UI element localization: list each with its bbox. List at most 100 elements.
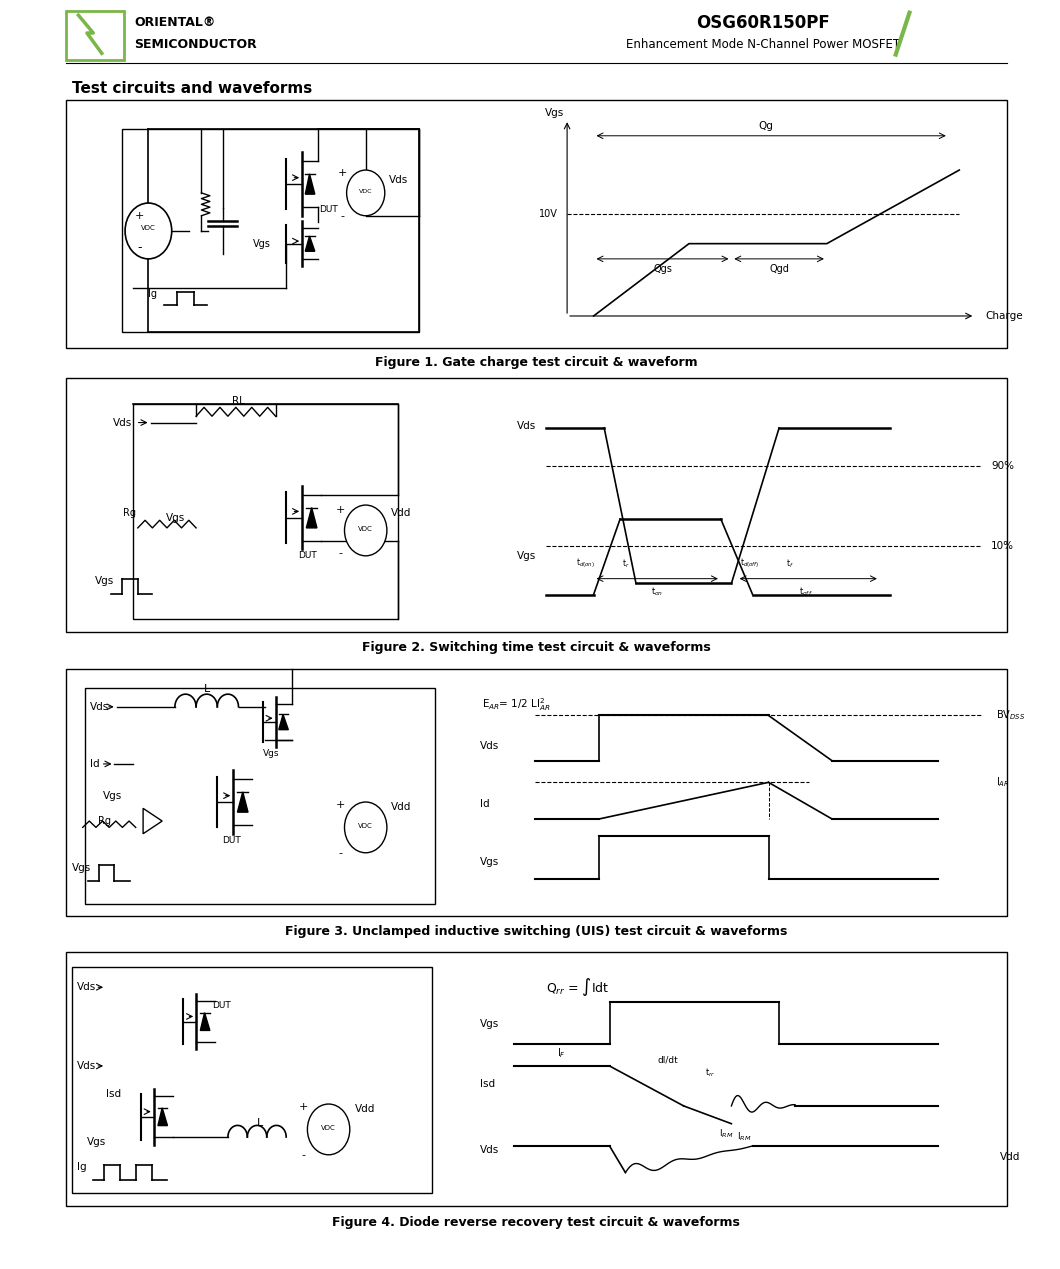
Text: Vgs: Vgs	[166, 513, 185, 523]
Text: dI/dt: dI/dt	[657, 1055, 678, 1065]
Text: ORIENTAL®: ORIENTAL®	[135, 16, 216, 29]
Text: DUT: DUT	[212, 1000, 231, 1010]
Circle shape	[344, 505, 387, 556]
Text: DUT: DUT	[319, 204, 338, 214]
Text: SEMICONDUCTOR: SEMICONDUCTOR	[135, 38, 258, 51]
Text: I$_{RM}$: I$_{RM}$	[719, 1128, 734, 1140]
Text: VDC: VDC	[321, 1126, 336, 1131]
Bar	[72, 967, 432, 1193]
Text: Enhancement Mode N-Channel Power MOSFET: Enhancement Mode N-Channel Power MOSFET	[626, 38, 900, 51]
Text: Id: Id	[480, 799, 490, 808]
Circle shape	[307, 1104, 350, 1155]
Bar	[85, 688, 435, 904]
Text: +: +	[338, 168, 347, 178]
Text: 10%: 10%	[991, 541, 1014, 551]
Text: VDC: VDC	[358, 824, 373, 829]
Text: Vgs: Vgs	[95, 576, 114, 586]
Text: 90%: 90%	[991, 461, 1014, 471]
Polygon shape	[237, 792, 248, 812]
Text: L: L	[204, 684, 210, 694]
Text: RL: RL	[232, 396, 245, 406]
Text: DUT: DUT	[222, 835, 241, 845]
Text: Vgs: Vgs	[517, 551, 536, 561]
Text: Vdd: Vdd	[391, 802, 411, 812]
Text: VDC: VDC	[359, 189, 372, 194]
Text: Vds: Vds	[480, 741, 499, 751]
Text: Vgs: Vgs	[480, 1019, 499, 1029]
Text: Vds: Vds	[77, 1061, 96, 1071]
Bar	[122, 129, 419, 332]
Text: Ig: Ig	[77, 1162, 87, 1173]
Text: OSG60R150PF: OSG60R150PF	[696, 14, 830, 32]
Text: Vds: Vds	[389, 175, 408, 185]
Text: Isd: Isd	[480, 1079, 495, 1089]
Text: -: -	[340, 211, 344, 221]
Text: t$_{d(on)}$: t$_{d(on)}$	[577, 557, 595, 570]
Polygon shape	[158, 1108, 167, 1126]
Text: Vdd: Vdd	[355, 1104, 375, 1114]
Polygon shape	[305, 236, 315, 251]
Text: Vds: Vds	[113, 418, 132, 428]
Text: +: +	[299, 1101, 307, 1112]
Text: 10V: 10V	[538, 209, 558, 220]
Text: Vgs: Vgs	[87, 1137, 106, 1147]
Text: t$_{on}$: t$_{on}$	[651, 585, 664, 598]
Bar	[66, 100, 1007, 348]
Text: Id: Id	[90, 759, 100, 769]
Circle shape	[344, 802, 387, 853]
Text: t$_r$: t$_r$	[621, 557, 630, 570]
Text: DUT: DUT	[298, 551, 317, 561]
Text: t$_{off}$: t$_{off}$	[798, 585, 813, 598]
Circle shape	[347, 170, 385, 216]
Text: BV$_{DSS}$: BV$_{DSS}$	[996, 708, 1025, 722]
Bar	[66, 11, 124, 60]
Text: -: -	[338, 848, 342, 858]
Text: Isd: Isd	[106, 1089, 121, 1099]
Bar	[66, 952, 1007, 1206]
Text: -: -	[301, 1150, 305, 1160]
Bar	[66, 378, 1007, 632]
Text: +: +	[336, 799, 344, 810]
Text: Vgs: Vgs	[545, 108, 564, 118]
Text: Figure 3. Unclamped inductive switching (UIS) test circuit & waveforms: Figure 3. Unclamped inductive switching …	[285, 925, 788, 938]
Text: Qg: Qg	[758, 121, 774, 131]
Bar	[132, 404, 398, 619]
Text: Vgs: Vgs	[263, 749, 280, 759]
Circle shape	[125, 203, 172, 259]
Text: Figure 1. Gate charge test circuit & waveform: Figure 1. Gate charge test circuit & wav…	[375, 357, 697, 369]
Text: -: -	[338, 548, 342, 558]
Text: t$_f$: t$_f$	[785, 557, 794, 570]
Text: Vdd: Vdd	[1000, 1152, 1020, 1162]
Text: I$_{RM}$: I$_{RM}$	[737, 1131, 752, 1142]
Text: Vdd: Vdd	[391, 508, 411, 518]
Text: I$_F$: I$_F$	[558, 1047, 566, 1060]
Text: Qgd: Qgd	[770, 264, 789, 274]
Text: Charge: Charge	[986, 311, 1023, 321]
Text: E$_{AR}$= 1/2 LI$^2_{AR}$: E$_{AR}$= 1/2 LI$^2_{AR}$	[482, 695, 551, 713]
Text: Vds: Vds	[90, 702, 109, 712]
Text: Vgs: Vgs	[103, 791, 122, 801]
Text: Rg: Rg	[123, 508, 136, 518]
Text: Ig: Ig	[148, 289, 157, 299]
Text: Vds: Vds	[517, 421, 536, 431]
Polygon shape	[306, 508, 317, 528]
Text: +: +	[136, 211, 144, 221]
Text: Figure 4. Diode reverse recovery test circuit & waveforms: Figure 4. Diode reverse recovery test ci…	[333, 1216, 740, 1228]
Text: t$_{d(off)}$: t$_{d(off)}$	[740, 557, 760, 570]
Bar	[66, 669, 1007, 916]
Text: Rg: Rg	[99, 816, 111, 826]
Text: Q$_{rr}$ = $\int$Idt: Q$_{rr}$ = $\int$Idt	[546, 976, 609, 999]
Text: Test circuits and waveforms: Test circuits and waveforms	[72, 81, 313, 96]
Text: Vds: Vds	[77, 982, 96, 992]
Text: t$_{rr}$: t$_{rr}$	[705, 1066, 716, 1079]
Text: Vgs: Vgs	[252, 239, 270, 249]
Text: VDC: VDC	[141, 226, 156, 231]
Text: I$_{AR}$: I$_{AR}$	[996, 775, 1010, 789]
Text: Vgs: Vgs	[72, 863, 91, 873]
Text: Vgs: Vgs	[480, 857, 499, 867]
Text: VDC: VDC	[358, 527, 373, 532]
Polygon shape	[279, 714, 288, 730]
Text: +: +	[336, 505, 344, 515]
Text: -: -	[138, 241, 142, 254]
Text: Figure 2. Switching time test circuit & waveforms: Figure 2. Switching time test circuit & …	[361, 641, 711, 654]
